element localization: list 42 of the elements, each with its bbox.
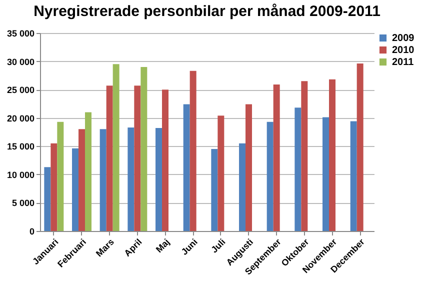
- bar: [183, 104, 190, 231]
- bar: [140, 66, 148, 231]
- bar: [112, 64, 120, 231]
- legend-label: 2009: [392, 33, 415, 44]
- bar: [128, 127, 134, 231]
- bar: [84, 112, 92, 231]
- bar: [273, 84, 280, 231]
- bar: [134, 86, 141, 231]
- bar: [100, 129, 106, 231]
- y-tick-label: 20 000: [6, 113, 34, 124]
- bar: [44, 167, 51, 231]
- y-tick-label: 5 000: [12, 198, 34, 208]
- bar: [294, 108, 302, 231]
- bar: [350, 121, 357, 231]
- y-tick-label: 15 000: [6, 142, 34, 152]
- bar: [50, 143, 58, 231]
- bar: [72, 148, 79, 231]
- bar: [190, 70, 196, 231]
- y-tick-label: 30 000: [6, 56, 34, 67]
- y-tick-label: 35 000: [6, 28, 34, 38]
- y-tick-label: 0: [29, 226, 34, 236]
- bar: [301, 81, 308, 231]
- bar: [57, 122, 64, 231]
- x-tick-label: Juli: [209, 236, 228, 255]
- x-tick-label: Maj: [154, 236, 172, 254]
- bar: [162, 90, 168, 231]
- bar: [322, 117, 330, 231]
- bar: [356, 64, 364, 231]
- chart-title: Nyregistrerade personbilar per månad 2009-2011: [34, 3, 380, 20]
- bar: [266, 122, 274, 231]
- bar: [78, 129, 85, 231]
- bar: [156, 128, 162, 231]
- y-tick-label: 25 000: [6, 85, 34, 96]
- legend-label: 2010: [392, 45, 415, 56]
- y-tick-label: 10 000: [6, 170, 34, 180]
- bar: [218, 116, 224, 231]
- bar: [329, 79, 336, 231]
- bar: [239, 143, 246, 231]
- bar: [106, 86, 113, 231]
- legend-label: 2011: [392, 57, 414, 68]
- bar: [246, 104, 252, 231]
- bar: [211, 148, 218, 231]
